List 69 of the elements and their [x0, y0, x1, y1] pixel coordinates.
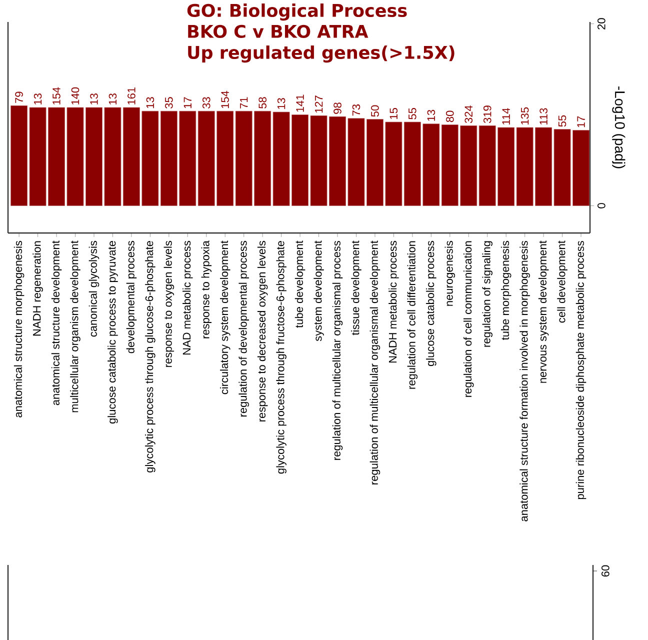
chart-subtitle: BKO C v BKO ATRA	[188, 24, 368, 38]
annotation: 55	[558, 115, 566, 127]
x-tick-label: response to hypoxia	[201, 240, 212, 338]
annotation: 135	[520, 107, 529, 124]
annotation: 13	[90, 94, 98, 104]
annotation: 15	[390, 108, 398, 119]
annotation: 35	[165, 97, 173, 108]
x-tick-label: NADH metabolic process	[388, 240, 399, 362]
x-tick-label: anatomical structure morphogenesis	[14, 240, 24, 418]
annotation: 73	[352, 104, 360, 116]
x-tick-label: canonical glycolysis	[88, 240, 100, 337]
y-axis-title: -Log10 (padj)	[612, 86, 626, 168]
x-tick-label: nervous system development	[538, 240, 549, 383]
x-tick-label: glycolytic process through fructose-6-phosphate	[276, 241, 286, 474]
x-tick-label: regulation of multicellular organismal process	[332, 240, 343, 460]
x-tick-label: glycolytic process through glucose-6-phosphate	[145, 241, 156, 472]
annotation: 113	[540, 108, 548, 124]
annotation: 154	[52, 87, 60, 104]
x-tick-label: regulation of cell communication	[464, 241, 474, 397]
x-tick-label: response to decreased oxygen levels	[257, 240, 268, 422]
annotation: 140	[71, 87, 80, 104]
x-tick-label: response to oxygen levels	[164, 240, 174, 367]
annotation: 141	[296, 94, 304, 112]
y-tick-label: 20	[598, 18, 606, 30]
x-tick-label: system development	[314, 240, 324, 342]
annotation: 324	[464, 105, 473, 124]
annotation: 13	[108, 94, 117, 104]
x-tick-label: anatomical structure development	[51, 240, 62, 406]
annotation: 127	[314, 96, 323, 113]
annotation: 71	[240, 97, 248, 108]
x-tick-label: tube development	[294, 240, 306, 328]
annotation: 17	[577, 116, 585, 128]
annotation: 33	[202, 97, 210, 108]
annotation: 17	[184, 97, 192, 108]
x-tick-label: tube morphogenesis	[500, 240, 512, 340]
x-tick-label: glucose catabolic process	[426, 240, 436, 366]
x-tick-label: regulation of multicellular organismal development	[370, 240, 380, 484]
annotation: 13	[277, 98, 286, 109]
annotation: 58	[258, 97, 266, 108]
annotation: 98	[334, 102, 342, 114]
annotation: 13	[34, 94, 42, 104]
annotation: Up regulated genes(>1.5X)	[188, 46, 454, 63]
x-tick-label: purine ribonucleoside diphosphate metabolic process	[576, 240, 586, 500]
x-tick-label: circulatory system development	[220, 240, 230, 394]
x-tick-label: regulation of signaling	[482, 241, 492, 347]
annotation: 319	[483, 106, 492, 124]
x-tick-label: NADH regeneration	[32, 241, 43, 336]
annotation: 79	[15, 92, 23, 103]
annotation: 50	[371, 105, 379, 117]
x-tick-label: tissue development	[351, 240, 362, 336]
annotation: 13	[146, 97, 154, 108]
x-tick-label: anatomical structure formation involved in morphogenesis	[520, 240, 530, 522]
annotation: 55	[408, 108, 416, 120]
chart-title: GO: Biological Process	[187, 4, 407, 21]
text: 60	[602, 565, 610, 577]
annotation: 80	[446, 110, 454, 122]
x-tick-label: NAD metabolic process	[182, 240, 193, 355]
x-tick-label: glucose catabolic process to pyruvate	[108, 241, 118, 424]
annotation: 114	[502, 108, 510, 124]
x-tick-label: multicellular organism development	[70, 240, 80, 412]
annotation: 154	[221, 90, 229, 108]
x-tick-label: cell development	[557, 240, 568, 323]
annotation: 13	[427, 110, 436, 121]
annotation: 161	[128, 87, 136, 104]
x-tick-label: developmental process	[126, 240, 137, 354]
x-tick-label: regulation of developmental process	[238, 240, 249, 416]
x-tick-label: neurogenesis	[444, 240, 456, 306]
x-tick-label: regulation of cell differentiation	[407, 241, 418, 389]
y-tick-label: 0	[598, 203, 606, 208]
